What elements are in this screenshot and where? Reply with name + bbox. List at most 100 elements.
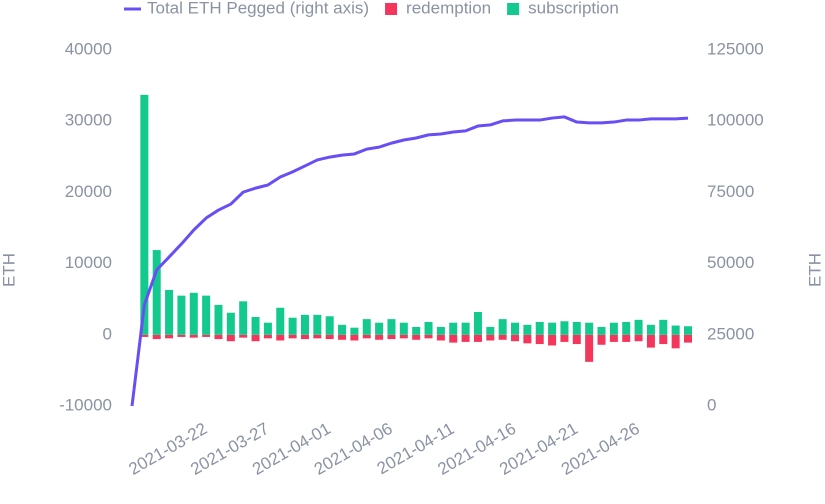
bar	[634, 319, 643, 335]
bar	[165, 334, 174, 339]
bar	[659, 334, 668, 345]
bar	[214, 304, 223, 335]
bar	[239, 301, 248, 335]
bar	[140, 334, 149, 337]
bar	[436, 326, 445, 335]
bar	[362, 334, 371, 339]
y2-tick-label: 0	[707, 395, 716, 414]
bar	[560, 334, 569, 342]
y-tick-label: 10000	[65, 253, 112, 272]
bar	[436, 334, 445, 341]
bar	[140, 94, 149, 335]
bar	[276, 334, 285, 341]
bar	[202, 334, 211, 337]
bar	[226, 334, 235, 342]
bar	[684, 334, 692, 343]
bar	[548, 334, 557, 346]
bar	[412, 334, 421, 340]
bar	[535, 321, 544, 335]
bar	[461, 322, 470, 335]
bar	[239, 334, 248, 338]
bar	[498, 334, 507, 340]
bar	[177, 334, 186, 337]
bar	[350, 327, 359, 335]
y-tick-label: 30000	[65, 111, 112, 130]
bar	[684, 326, 692, 335]
bar	[449, 322, 458, 335]
bar	[486, 334, 495, 341]
bar	[362, 319, 371, 335]
bar	[313, 334, 322, 339]
bar	[387, 334, 396, 340]
bar	[535, 334, 544, 345]
bar	[152, 334, 161, 340]
bar	[263, 322, 272, 335]
bar	[597, 326, 606, 335]
bar	[449, 334, 458, 343]
legend-label: subscription	[528, 0, 619, 17]
bar	[399, 334, 408, 339]
y2-tick-label: 50000	[707, 253, 754, 272]
bar	[338, 324, 347, 335]
y-axis-title: ETH	[0, 253, 18, 287]
bar	[325, 334, 334, 340]
bar	[226, 312, 235, 335]
bar	[251, 317, 260, 335]
y2-tick-label: 100000	[707, 111, 764, 130]
bar	[165, 289, 174, 335]
bar	[300, 314, 309, 335]
bar	[177, 295, 186, 335]
bar	[622, 334, 631, 342]
bar	[572, 321, 581, 335]
legend-swatch	[385, 3, 398, 15]
bar	[424, 321, 433, 335]
bar	[585, 334, 594, 362]
bar	[189, 334, 198, 338]
bar	[548, 322, 557, 335]
bar	[325, 316, 334, 335]
y2-tick-label: 25000	[707, 324, 754, 343]
bar	[585, 322, 594, 335]
bar	[375, 322, 384, 335]
legend-swatch	[507, 3, 520, 15]
legend-label: Total ETH Pegged (right axis)	[147, 0, 369, 17]
bar	[288, 317, 297, 335]
bar	[251, 334, 260, 342]
bar	[634, 334, 643, 342]
bar	[511, 334, 520, 342]
bar	[609, 334, 618, 342]
bar	[572, 334, 581, 345]
bar	[597, 334, 606, 345]
legend-label: redemption	[406, 0, 491, 17]
y2-tick-label: 75000	[707, 182, 754, 201]
y-tick-label: 40000	[65, 39, 112, 58]
bar	[523, 324, 532, 335]
bar	[152, 250, 161, 335]
bar	[622, 321, 631, 335]
bar	[473, 334, 482, 342]
bar	[523, 334, 532, 344]
bar	[300, 334, 309, 340]
bar	[387, 319, 396, 335]
bar	[498, 319, 507, 335]
bar	[313, 314, 322, 335]
bar	[338, 334, 347, 340]
bar	[350, 334, 359, 341]
bar	[646, 324, 655, 335]
bar	[263, 334, 272, 339]
bar	[461, 334, 470, 342]
y-tick-label: 20000	[65, 182, 112, 201]
line	[130, 115, 689, 407]
bar	[486, 326, 495, 335]
y2-tick-label: 125000	[707, 39, 764, 58]
bar	[288, 334, 297, 339]
bar	[424, 334, 433, 339]
bar	[412, 326, 421, 335]
bar	[189, 292, 198, 335]
bar	[276, 307, 285, 335]
bar	[560, 321, 569, 335]
bar	[375, 334, 384, 340]
bar	[671, 334, 680, 349]
bar	[399, 322, 408, 335]
y2-axis-title: ETH	[805, 253, 824, 287]
